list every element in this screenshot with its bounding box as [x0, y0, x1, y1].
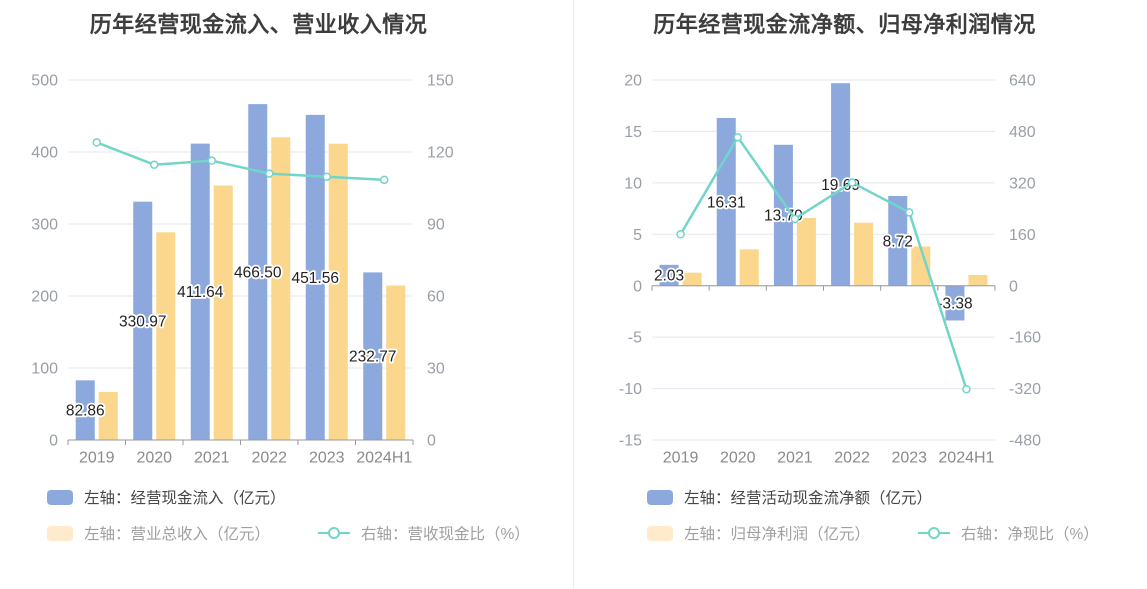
svg-text:10: 10 [624, 175, 642, 192]
svg-text:150: 150 [427, 73, 454, 90]
svg-text:200: 200 [31, 289, 58, 306]
svg-text:-320: -320 [1009, 381, 1041, 398]
svg-text:8.72: 8.72 [883, 233, 913, 250]
svg-text:466.50: 466.50 [234, 264, 282, 281]
svg-text:16.31: 16.31 [707, 194, 746, 211]
bar-series-swatch-icon [647, 489, 673, 505]
svg-text:-10: -10 [619, 381, 642, 398]
svg-text:5: 5 [633, 227, 642, 244]
svg-text:-15: -15 [619, 433, 642, 450]
line-series-swatch-icon [918, 525, 951, 541]
svg-text:300: 300 [31, 217, 58, 234]
svg-text:2024H1: 2024H1 [356, 450, 412, 467]
bar-series-swatch-icon [647, 525, 673, 541]
svg-text:2019: 2019 [79, 450, 115, 467]
svg-text:20: 20 [624, 73, 642, 90]
svg-text:2023: 2023 [891, 450, 927, 467]
svg-text:90: 90 [427, 217, 445, 234]
legend-label: 右轴：营收现金比（%） [361, 526, 530, 543]
svg-text:2023: 2023 [309, 450, 345, 467]
svg-text:640: 640 [1009, 73, 1036, 90]
svg-text:2020: 2020 [720, 450, 756, 467]
svg-text:330.97: 330.97 [119, 313, 166, 330]
legend-label: 左轴：归母净利润（亿元） [684, 526, 871, 543]
svg-text:82.86: 82.86 [66, 403, 105, 420]
legend-item-net-cash-ratio[interactable]: 右轴：净现比（%） [918, 522, 1099, 544]
svg-text:160: 160 [1009, 227, 1036, 244]
bar-series-swatch-icon [47, 489, 73, 505]
legend-item-total-revenue[interactable]: 左轴：营业总收入（亿元） [47, 522, 270, 544]
svg-text:100: 100 [31, 361, 58, 378]
svg-text:232.77: 232.77 [349, 349, 396, 366]
svg-text:2021: 2021 [194, 450, 230, 467]
svg-text:2019: 2019 [663, 450, 699, 467]
svg-text:2021: 2021 [777, 450, 813, 467]
svg-text:451.56: 451.56 [292, 270, 339, 287]
svg-text:2.03: 2.03 [654, 268, 684, 285]
svg-text:-480: -480 [1009, 433, 1041, 450]
svg-text:0: 0 [633, 278, 642, 295]
legend-label: 右轴：净现比（%） [961, 526, 1099, 543]
svg-text:30: 30 [427, 361, 445, 378]
svg-text:15: 15 [624, 124, 642, 141]
svg-text:2020: 2020 [136, 450, 172, 467]
svg-text:120: 120 [427, 145, 454, 162]
legend-item-net-operating-cashflow[interactable]: 左轴：经营活动现金流净额（亿元） [647, 486, 932, 508]
svg-text:400: 400 [31, 145, 58, 162]
legend-row: 左轴：经营现金流入（亿元） [47, 486, 530, 508]
legend-label: 左轴：经营活动现金流净额（亿元） [684, 490, 933, 507]
svg-text:-3.38: -3.38 [937, 296, 972, 313]
page-title: 历年经营现金流入、营业收入情况 [89, 12, 428, 37]
chart-panel-cash-inflow-revenue: 历年经营现金流入、营业收入情况 500 400 300 200 100 0 150 120 90… [0, 0, 573, 589]
legend-item-operating-cash-inflow[interactable]: 左轴：经营现金流入（亿元） [47, 486, 286, 508]
svg-text:-5: -5 [628, 330, 642, 347]
legend-label: 左轴：经营现金流入（亿元） [84, 490, 286, 507]
svg-text:-160: -160 [1009, 330, 1041, 347]
legend-row: 左轴：营业总收入（亿元） 右轴：营收现金比（%） [47, 522, 530, 544]
line-series-swatch-icon [318, 525, 351, 541]
chart-legend: 左轴：经营活动现金流净额（亿元） 左轴：归母净利润（亿元） 右轴：净现比（%） [647, 486, 1099, 544]
legend-item-net-profit[interactable]: 左轴：归母净利润（亿元） [647, 522, 870, 544]
svg-text:411.64: 411.64 [177, 284, 224, 301]
svg-text:2022: 2022 [834, 450, 870, 467]
svg-text:0: 0 [49, 433, 58, 450]
svg-text:0: 0 [427, 433, 436, 450]
chart-legend: 左轴：经营现金流入（亿元） 左轴：营业总收入（亿元） 右轴：营收现金比（%） [47, 486, 530, 544]
svg-text:500: 500 [31, 73, 58, 90]
legend-label: 左轴：营业总收入（亿元） [84, 526, 271, 543]
chart-canvas: 20 15 10 5 0 -5 -10 -15 640 480 320 160 0 -160 -320 -48… [619, 73, 1041, 467]
svg-text:60: 60 [427, 289, 445, 306]
svg-text:480: 480 [1009, 124, 1036, 141]
bar-series-swatch-icon [47, 525, 73, 541]
legend-item-revenue-cash-ratio[interactable]: 右轴：营收现金比（%） [318, 522, 530, 544]
chart-panel-net-cashflow-profit: 历年经营现金流净额、归母净利润情况 20 15 10 5 0 -5 -10 -15 640 480… [573, 0, 1147, 589]
legend-row: 左轴：归母净利润（亿元） 右轴：净现比（%） [647, 522, 1099, 544]
page-title: 历年经营现金流净额、归母净利润情况 [653, 12, 1036, 37]
legend-row: 左轴：经营活动现金流净额（亿元） [647, 486, 1099, 508]
svg-text:320: 320 [1009, 175, 1036, 192]
svg-text:0: 0 [1009, 278, 1018, 295]
svg-text:2024H1: 2024H1 [938, 450, 994, 467]
svg-text:2022: 2022 [251, 450, 287, 467]
